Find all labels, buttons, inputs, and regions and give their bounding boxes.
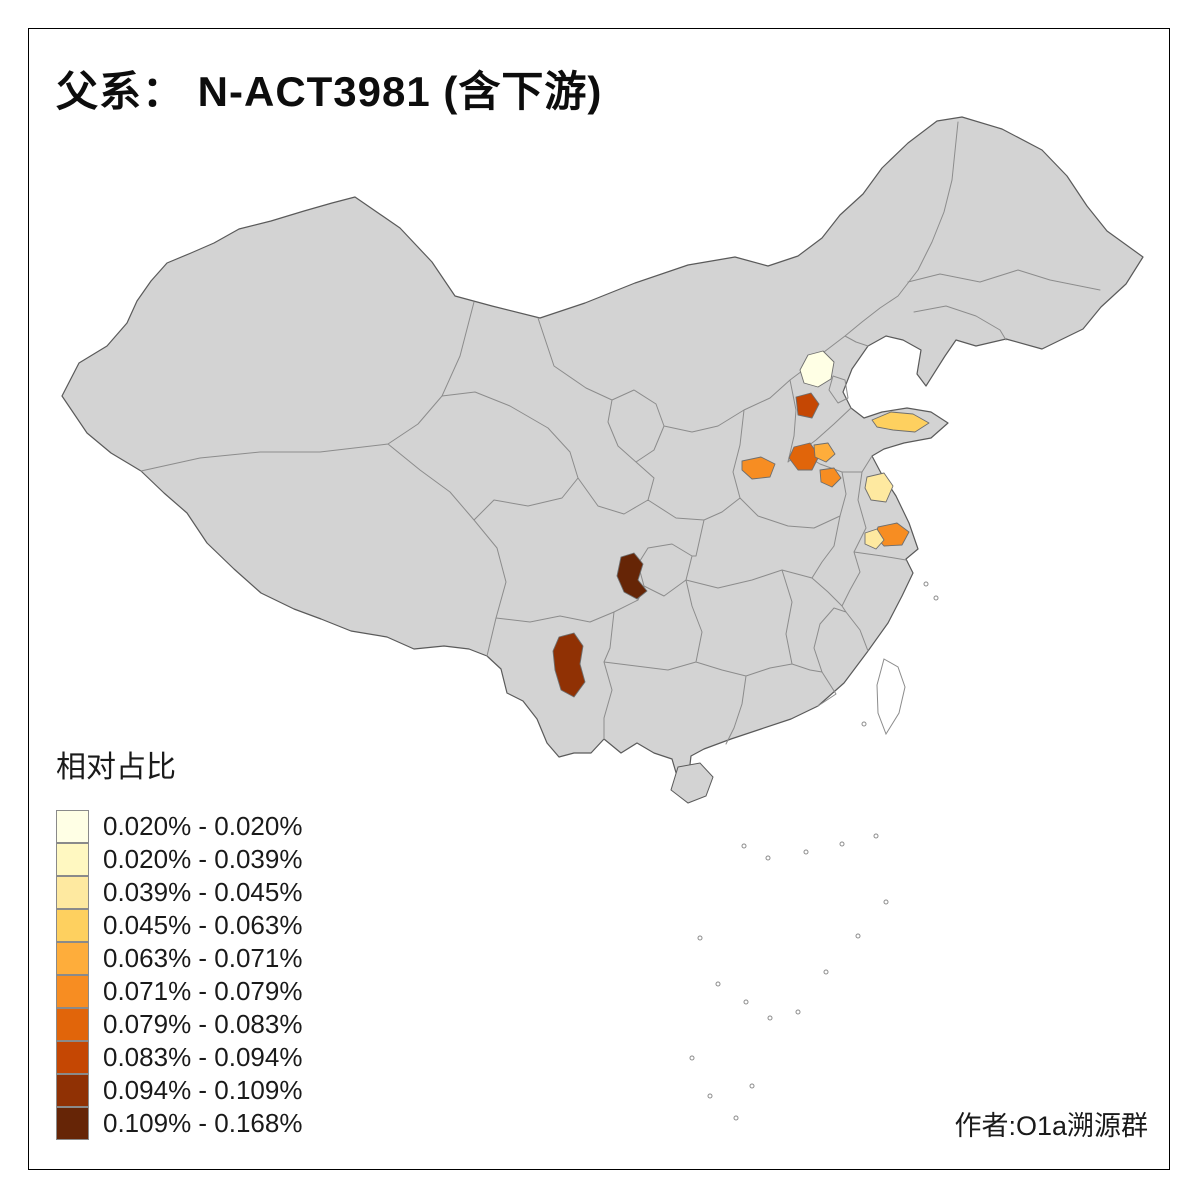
map-title: 父系： N-ACT3981 (含下游) — [56, 68, 603, 115]
highlight-region-northeast-henan — [813, 442, 836, 463]
legend-label: 0.109% - 0.168% — [103, 1108, 303, 1138]
province-borders — [140, 121, 1101, 745]
legend-label: 0.039% - 0.045% — [103, 877, 303, 907]
highlight-region-central-yunnan — [552, 632, 586, 698]
legend-items: 0.020% - 0.020% 0.020% - 0.039% 0.039% -… — [56, 810, 302, 1140]
highlight-region-beijing — [799, 350, 835, 388]
legend-item: 0.039% - 0.045% — [56, 876, 302, 909]
legend-item: 0.020% - 0.039% — [56, 843, 302, 876]
legend-label: 0.045% - 0.063% — [103, 910, 303, 940]
highlight-region-south-sichuan — [616, 552, 648, 600]
taiwan-island — [876, 658, 906, 736]
legend-item: 0.094% - 0.109% — [56, 1074, 302, 1107]
highlight-region-east-henan — [819, 467, 842, 488]
legend-swatch — [56, 942, 89, 975]
highlight-region-central-hebei — [795, 392, 820, 419]
legend-swatch — [56, 975, 89, 1008]
legend-label: 0.094% - 0.109% — [103, 1075, 303, 1105]
mainland-landmass — [61, 116, 1144, 777]
legend-swatch — [56, 876, 89, 909]
legend-item: 0.045% - 0.063% — [56, 909, 302, 942]
legend-item: 0.079% - 0.083% — [56, 1008, 302, 1041]
legend-swatch — [56, 843, 89, 876]
legend-label: 0.020% - 0.039% — [103, 844, 303, 874]
highlight-region-north-henan — [788, 442, 820, 471]
highlight-regions — [552, 350, 930, 698]
legend-label: 0.063% - 0.071% — [103, 943, 303, 973]
hainan-island — [670, 762, 714, 804]
highlight-region-central-jiangsu — [864, 528, 885, 550]
legend-label: 0.083% - 0.094% — [103, 1042, 303, 1072]
legend-label: 0.071% - 0.079% — [103, 976, 303, 1006]
south-china-sea-islets — [689, 581, 939, 1121]
highlight-region-shandong-peninsula — [871, 411, 930, 433]
legend-label: 0.079% - 0.083% — [103, 1009, 303, 1039]
legend-item: 0.083% - 0.094% — [56, 1041, 302, 1074]
legend-swatch — [56, 1041, 89, 1074]
attribution-text: 作者:O1a溯源群 — [954, 1111, 1148, 1141]
legend-swatch — [56, 1074, 89, 1107]
legend-swatch — [56, 1008, 89, 1041]
legend-item: 0.020% - 0.020% — [56, 810, 302, 843]
legend-swatch — [56, 1107, 89, 1140]
legend-item: 0.109% - 0.168% — [56, 1107, 302, 1140]
highlight-region-west-henan — [741, 456, 776, 480]
legend-swatch — [56, 810, 89, 843]
legend: 相对占比 0.020% - 0.020% 0.020% - 0.039% 0.0… — [56, 742, 302, 1140]
legend-item: 0.071% - 0.079% — [56, 975, 302, 1008]
legend-item: 0.063% - 0.071% — [56, 942, 302, 975]
legend-swatch — [56, 909, 89, 942]
legend-label: 0.020% - 0.020% — [103, 811, 303, 841]
legend-title: 相对占比 — [56, 751, 176, 784]
highlight-region-south-shandong — [864, 472, 894, 503]
